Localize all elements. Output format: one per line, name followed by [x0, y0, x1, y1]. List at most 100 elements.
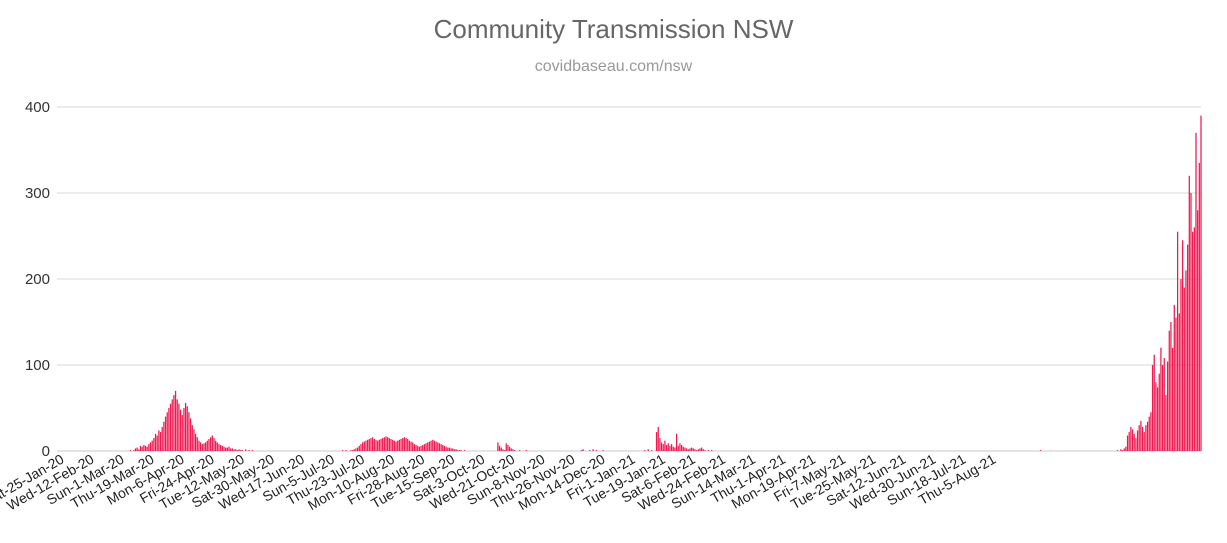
bar: [696, 450, 698, 451]
bar: [702, 449, 704, 451]
bar: [236, 450, 238, 451]
bar: [363, 441, 365, 451]
bar: [245, 449, 247, 451]
bar: [448, 447, 451, 451]
bar: [382, 438, 384, 451]
bar: [425, 443, 427, 451]
bar: [225, 447, 227, 451]
bar: [694, 449, 696, 451]
bar: [407, 438, 409, 451]
bar: [220, 444, 222, 451]
bar: [353, 449, 355, 451]
bar: [216, 442, 218, 451]
bar: [1170, 322, 1172, 451]
bar: [1136, 430, 1139, 451]
bar: [1120, 449, 1122, 451]
bar: [704, 450, 706, 451]
bar: [452, 448, 454, 451]
bar: [505, 443, 507, 451]
x-axis-ticks: Sat-25-Jan-20Wed-12-Feb-20Sun-1-Mar-20Th…: [0, 451, 999, 514]
bar: [655, 432, 658, 451]
bar: [139, 445, 142, 451]
bar: [248, 450, 250, 451]
bar: [582, 449, 584, 451]
bar: [458, 450, 461, 451]
bar: [664, 440, 666, 451]
bar: [159, 432, 162, 451]
bar: [1173, 304, 1175, 451]
bar: [191, 425, 193, 451]
bar: [1183, 287, 1185, 451]
bar: [657, 426, 659, 451]
bar: [233, 449, 235, 451]
bar: [367, 439, 369, 451]
bar: [360, 444, 362, 451]
bar: [440, 444, 442, 451]
bar: [173, 395, 175, 451]
bar: [525, 450, 527, 451]
bar: [203, 443, 205, 451]
bar: [1180, 279, 1182, 451]
bar: [228, 446, 230, 451]
bar: [210, 437, 212, 451]
bar: [1192, 231, 1194, 451]
bar: [148, 444, 150, 451]
bar: [1128, 432, 1130, 451]
bar: [383, 437, 385, 451]
bar: [711, 450, 713, 451]
bar: [176, 399, 178, 451]
bar: [365, 440, 367, 451]
bar: [1161, 365, 1164, 451]
bar: [433, 440, 436, 451]
bar: [223, 446, 225, 451]
bar: [497, 442, 499, 451]
chart-title: Community Transmission NSW: [433, 14, 794, 44]
bar: [498, 445, 501, 451]
bar: [503, 450, 506, 451]
bar: [390, 438, 392, 451]
bar: [355, 448, 357, 451]
bar: [200, 442, 202, 451]
bar: [1151, 365, 1154, 451]
bar: [373, 438, 375, 451]
bar: [1121, 450, 1124, 451]
bar: [251, 450, 254, 451]
bar: [350, 450, 352, 451]
bar: [362, 442, 364, 451]
bar: [395, 441, 397, 451]
bar: [215, 440, 217, 451]
bar: [143, 444, 145, 451]
gridlines: [57, 106, 1201, 452]
bar: [1185, 270, 1187, 451]
bar: [453, 449, 456, 451]
bar: [370, 438, 372, 451]
bar: [1188, 175, 1190, 452]
bar: [1040, 450, 1042, 451]
bar: [455, 449, 457, 451]
bar: [445, 446, 447, 451]
bar: [507, 444, 509, 451]
y-tick-label: 300: [25, 185, 50, 202]
bar: [1198, 162, 1200, 451]
bar: [1168, 330, 1170, 451]
bar: [198, 440, 200, 451]
bar: [1130, 426, 1132, 451]
bar: [685, 448, 688, 451]
bar: [1187, 244, 1189, 451]
bar: [1140, 420, 1142, 451]
bar: [133, 450, 135, 451]
bar: [430, 440, 432, 451]
bar: [1156, 387, 1159, 451]
bar: [241, 450, 243, 451]
bar: [518, 450, 521, 451]
bar: [422, 444, 424, 451]
bar: [183, 408, 185, 451]
bar: [184, 402, 187, 451]
bar: [1171, 347, 1174, 451]
bar: [144, 445, 147, 451]
bar: [1158, 373, 1160, 451]
bar: [692, 448, 694, 451]
bar: [164, 416, 167, 451]
bar: [171, 399, 173, 451]
bar: [510, 448, 512, 451]
